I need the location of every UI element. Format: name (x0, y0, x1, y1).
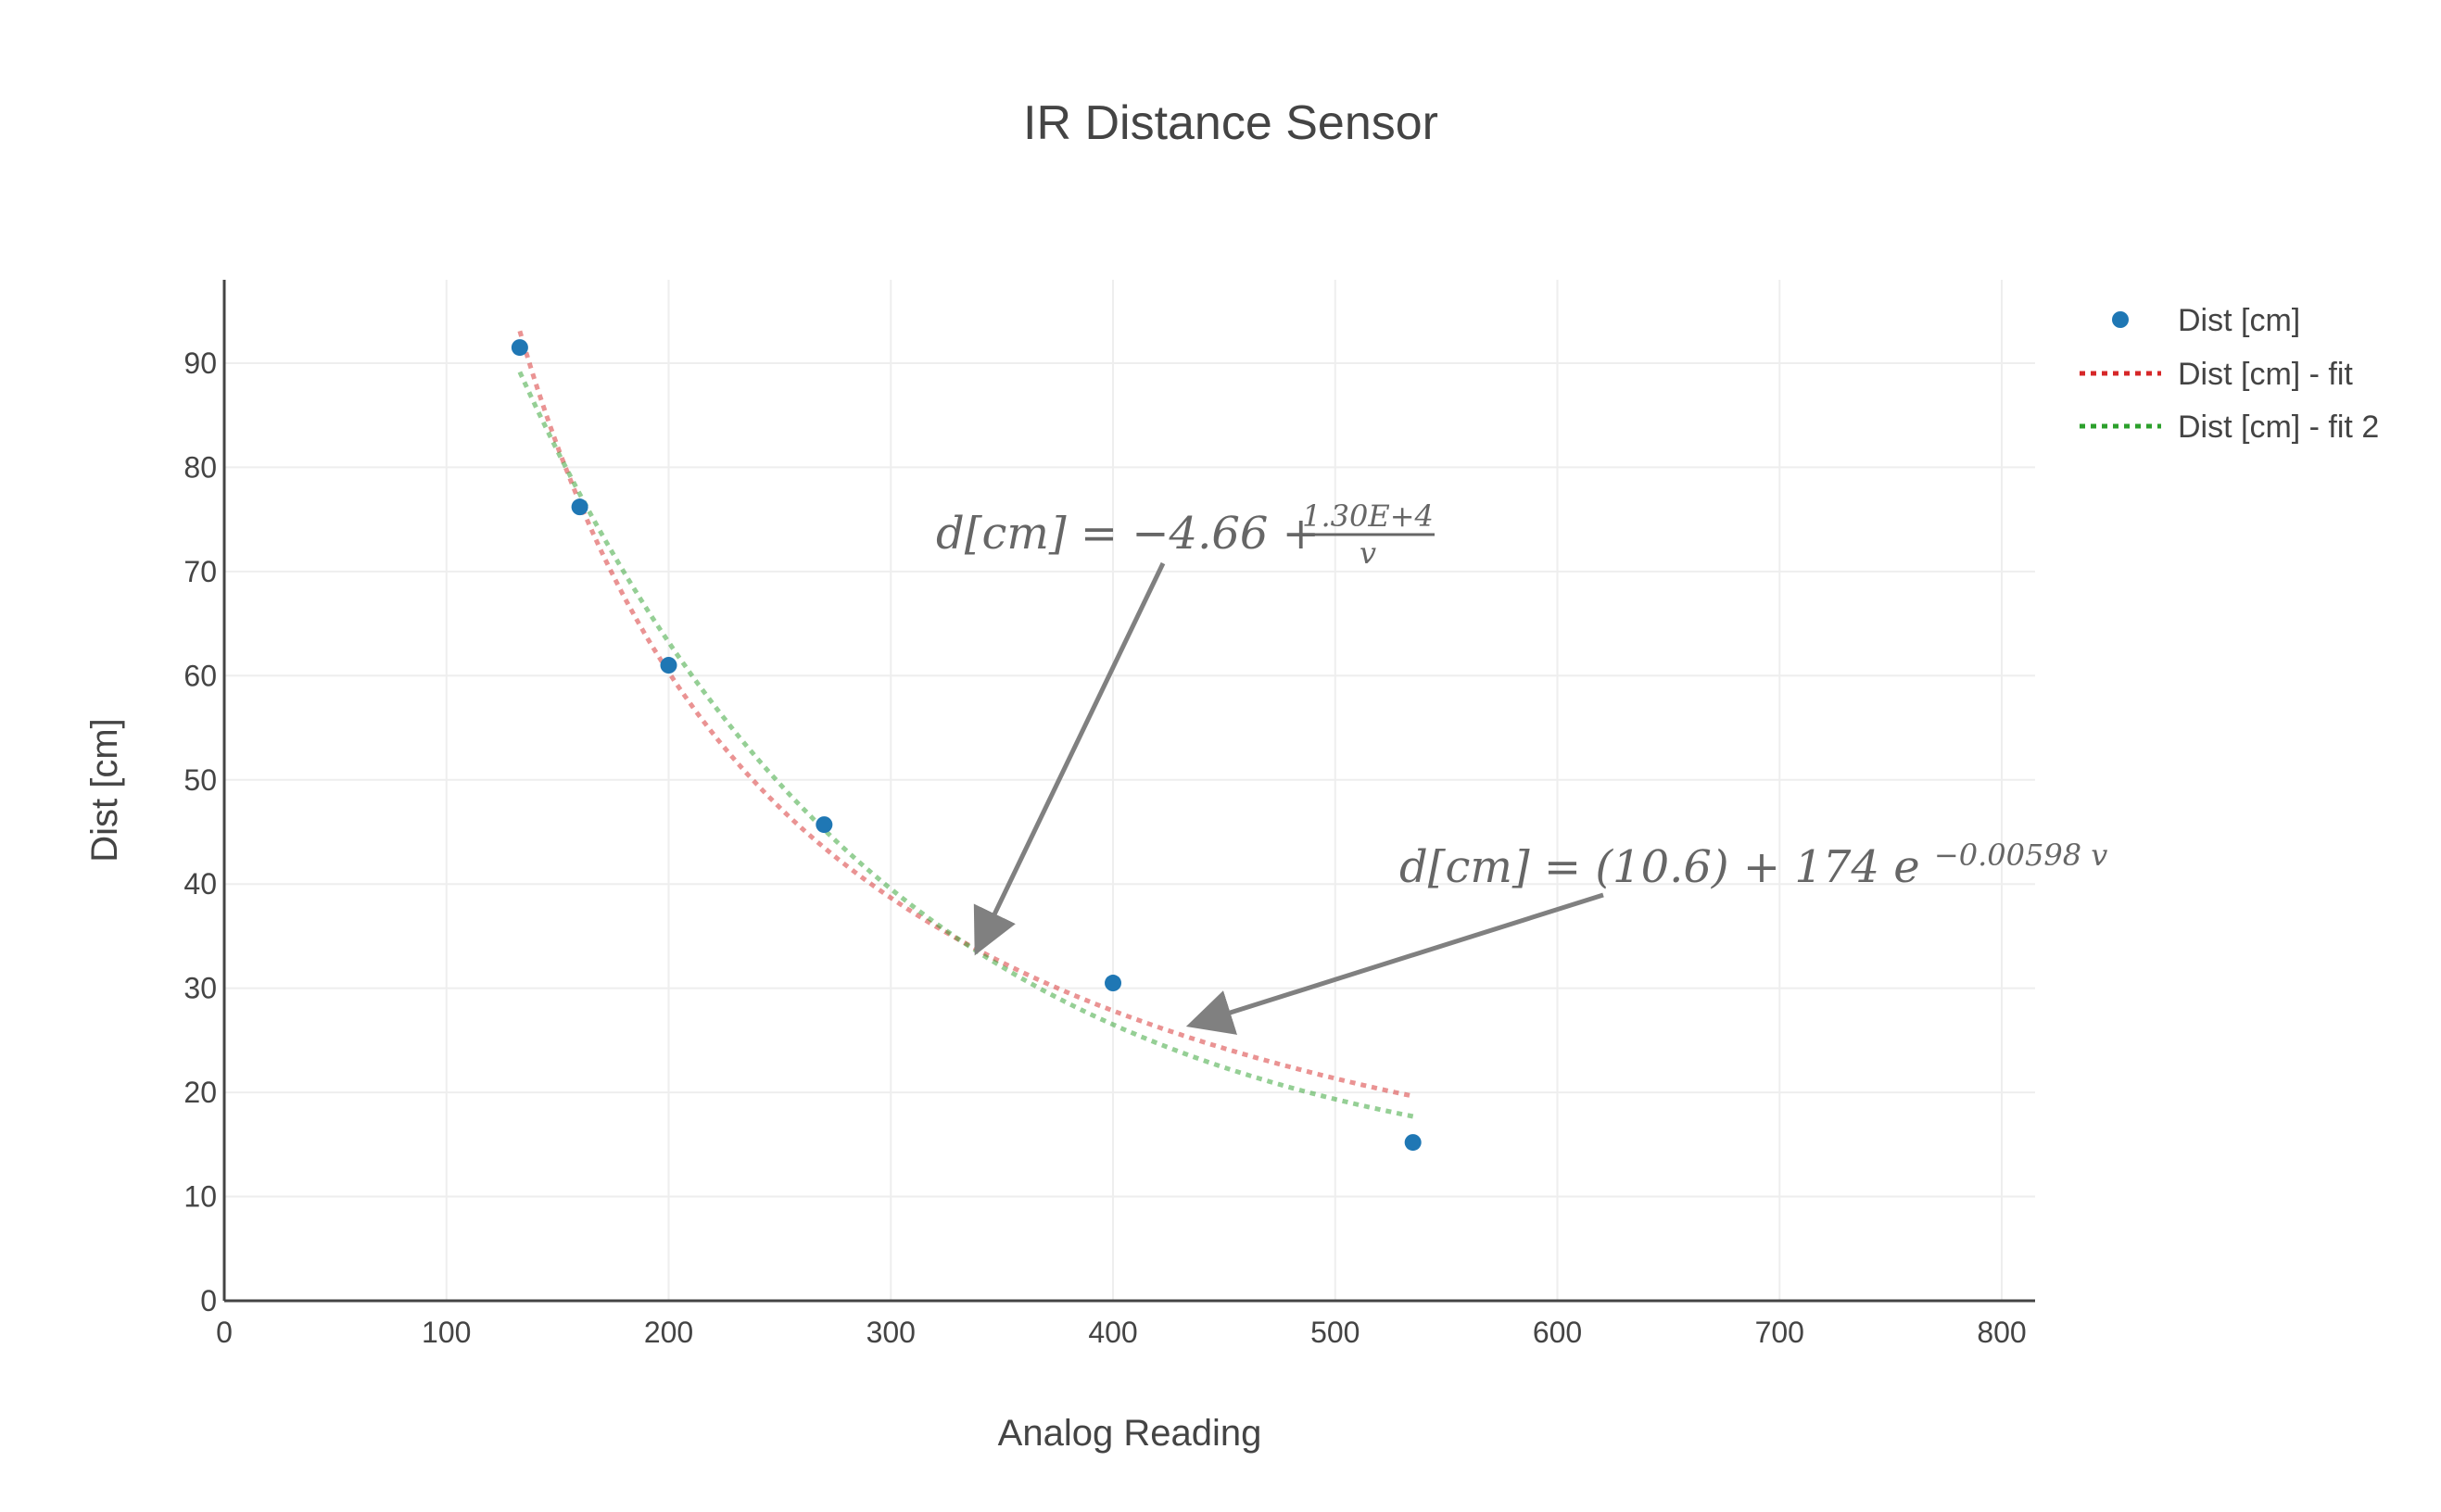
y-tick-label: 0 (200, 1284, 217, 1317)
annotation-rational-prefix: d[cm] = −4.66 + (936, 508, 1320, 560)
data-point[interactable] (660, 657, 677, 674)
annotation-rational-arrow (973, 561, 1166, 956)
x-tick-label: 0 (216, 1316, 233, 1349)
fit-line-rational (517, 330, 1414, 1099)
x-tick-label: 400 (1088, 1316, 1137, 1349)
legend: Dist [cm] Dist [cm] - fit Dist [cm] - fi… (2080, 303, 2379, 445)
annotation-rational-denominator: v (1360, 536, 1376, 571)
legend-marker-dist (2112, 311, 2129, 328)
annotation-exponential-exponent: −0.00598 v (1934, 838, 2107, 873)
y-tick-label: 60 (183, 659, 217, 692)
svg-text:d[cm] = (10.6) + 174 e −: d[cm] = (10.6) + 174 e −0.00598 v (1399, 838, 2107, 893)
annotation-exponential-base: d[cm] = (10.6) + 174 e (1399, 841, 1920, 893)
x-tick-label: 700 (1755, 1316, 1804, 1349)
annotation-rational-fit: d[cm] = −4.66 + 1.30E+4 v (936, 498, 1435, 956)
legend-label-fit-2: Dist [cm] - fit 2 (2178, 410, 2379, 445)
x-tick-label: 100 (422, 1316, 471, 1349)
chart-title: IR Distance Sensor (1023, 96, 1438, 150)
legend-item-fit[interactable]: Dist [cm] - fit (2080, 357, 2353, 392)
data-point[interactable] (511, 339, 528, 357)
x-tick-label: 600 (1533, 1316, 1582, 1349)
data-point[interactable] (1105, 975, 1122, 992)
annotation-rational-numerator: 1.30E+4 (1302, 498, 1434, 534)
x-tick-label: 800 (1977, 1316, 2026, 1349)
y-tick-label: 10 (183, 1180, 217, 1214)
annotation-exponential-fit: d[cm] = (10.6) + 174 e −0.00598 v (1185, 838, 2107, 1035)
x-tick-label: 300 (866, 1316, 916, 1349)
legend-label-dist: Dist [cm] (2178, 303, 2300, 338)
legend-label-fit: Dist [cm] - fit (2178, 357, 2353, 392)
data-points (511, 339, 1422, 1152)
x-tick-label: 500 (1310, 1316, 1360, 1349)
fit-lines (517, 330, 1414, 1119)
y-tick-label: 50 (183, 763, 217, 797)
fit-line-exponential (517, 371, 1414, 1119)
data-point[interactable] (1404, 1134, 1422, 1152)
x-axis-title: Analog Reading (998, 1413, 1262, 1454)
annotation-exponential-arrow (1185, 892, 1604, 1035)
x-tick-label: 200 (644, 1316, 693, 1349)
legend-item-fit-2[interactable]: Dist [cm] - fit 2 (2080, 410, 2379, 445)
x-axis-ticks: 0 100 200 300 400 500 600 700 800 (216, 1316, 2027, 1349)
grid (224, 280, 2035, 1301)
y-tick-label: 20 (183, 1076, 217, 1109)
data-point[interactable] (571, 498, 588, 516)
data-point[interactable] (816, 816, 833, 834)
y-tick-label: 90 (183, 346, 217, 380)
y-axis-title: Dist [cm] (84, 718, 125, 863)
y-tick-label: 40 (183, 867, 217, 901)
y-tick-label: 70 (183, 555, 217, 588)
y-axis-ticks: 0 10 20 30 40 50 60 70 80 90 (183, 346, 217, 1317)
y-tick-label: 30 (183, 972, 217, 1005)
legend-item-dist[interactable]: Dist [cm] (2112, 303, 2300, 338)
y-tick-label: 80 (183, 450, 217, 484)
